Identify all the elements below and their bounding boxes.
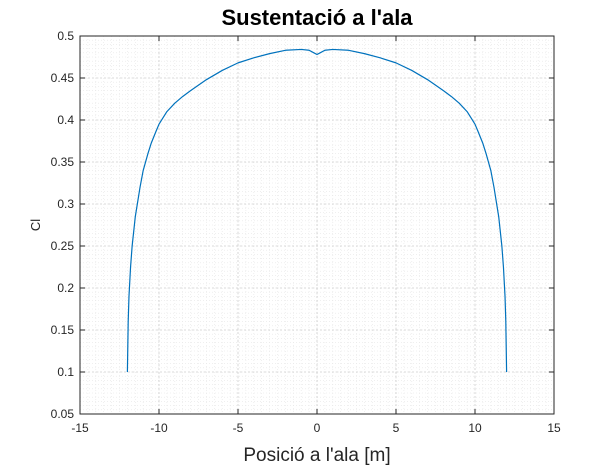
x-tick-label: -10 [150,421,168,435]
x-tick-label: -5 [233,421,244,435]
y-tick-label: 0.1 [57,365,74,379]
x-tick-label: 15 [547,421,561,435]
y-axis-ticks: 0.05 0.1 0.15 0.2 0.25 0.3 0.35 0.4 0.45 0.5 [51,29,554,421]
y-axis-label: Cl [28,219,43,231]
x-axis-ticks: -15 -10 -5 0 5 10 15 [71,36,561,435]
y-tick-label: 0.35 [51,155,75,169]
series-layer [126,48,508,373]
x-axis-label: Posició a l'ala [m] [243,445,390,466]
y-tick-label: 0.15 [51,323,75,337]
x-tick-label: -15 [71,421,89,435]
y-tick-label: 0.45 [51,71,75,85]
y-tick-label: 0.05 [51,407,75,421]
y-tick-label: 0.5 [57,29,74,43]
x-tick-label: 0 [314,421,321,435]
y-tick-label: 0.25 [51,239,75,253]
y-tick-label: 0.2 [57,281,74,295]
x-tick-label: 10 [468,421,482,435]
y-tick-label: 0.4 [57,113,74,127]
y-tick-label: 0.3 [57,197,74,211]
chart-title: Sustentació a l'ala [221,5,413,30]
x-tick-label: 5 [393,421,400,435]
series-line-0 [126,48,508,373]
